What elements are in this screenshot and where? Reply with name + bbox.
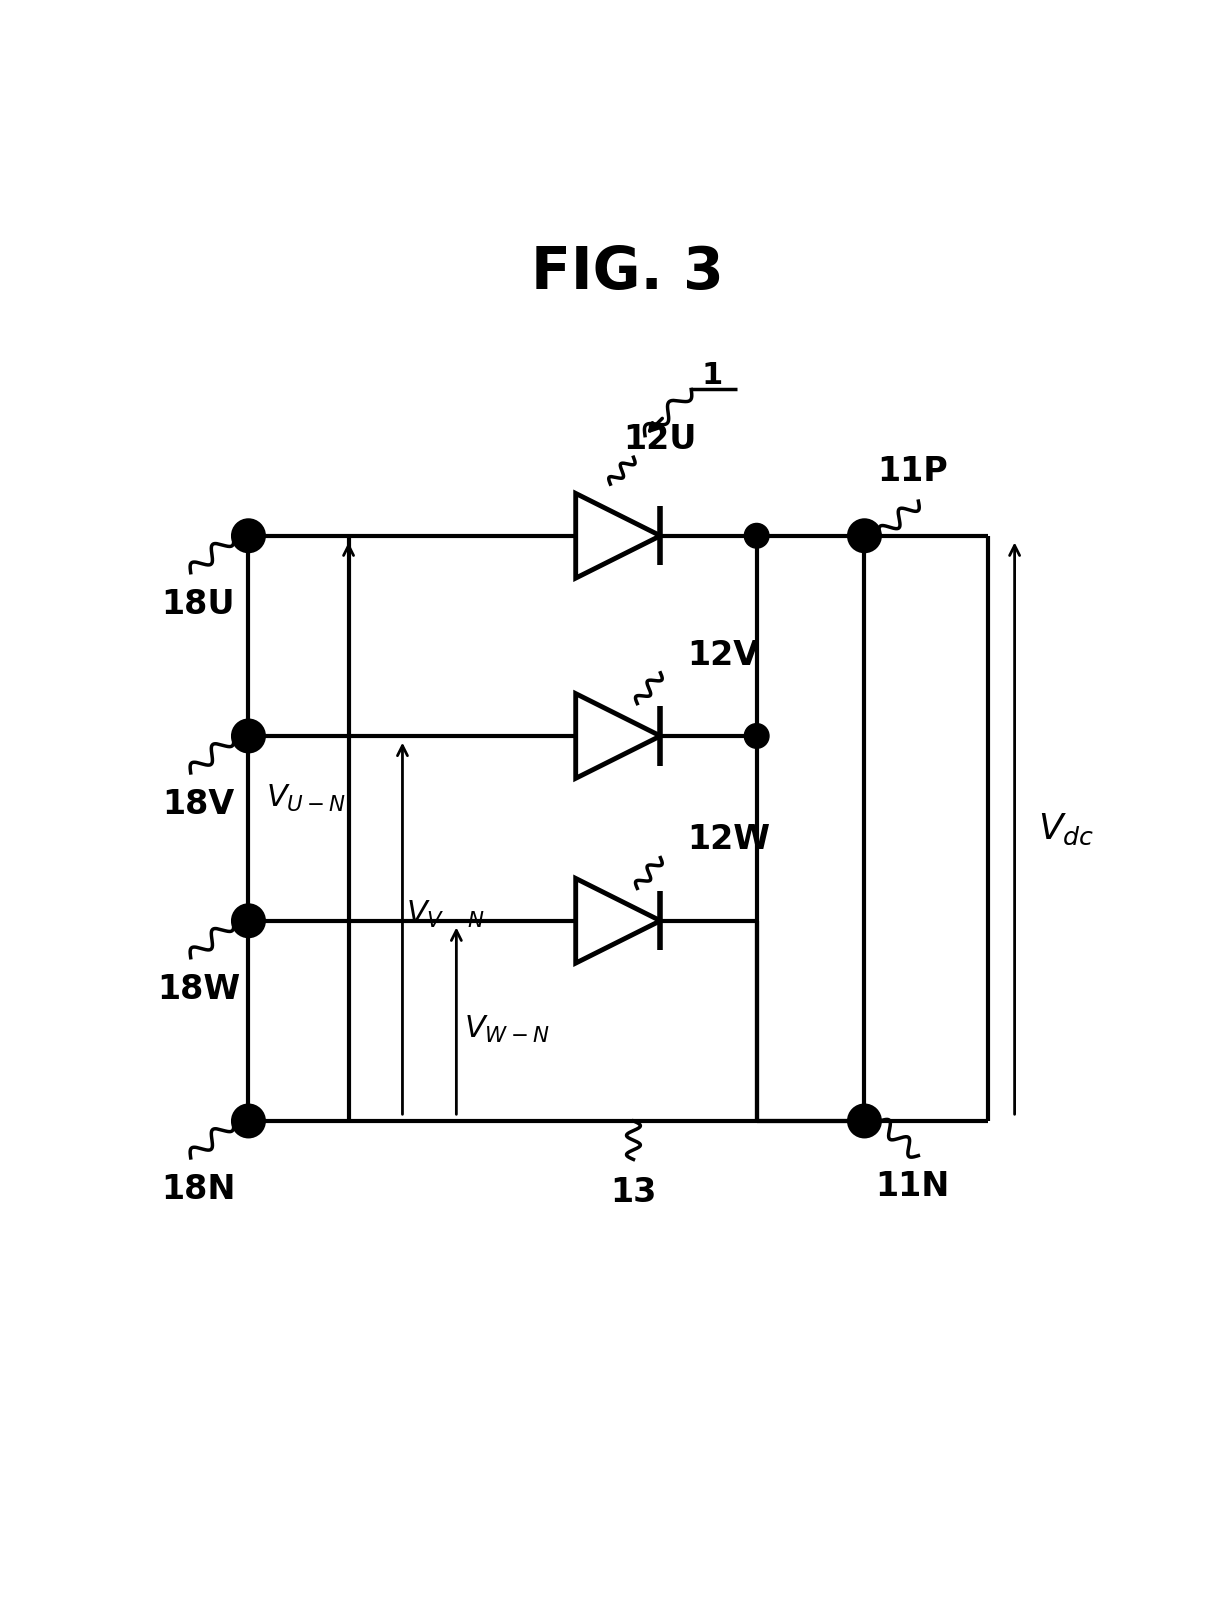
Text: 12U: 12U xyxy=(624,422,698,456)
Circle shape xyxy=(233,906,264,936)
Text: $V_{U-N}$: $V_{U-N}$ xyxy=(266,782,346,813)
Text: $V_{W-N}$: $V_{W-N}$ xyxy=(464,1013,550,1045)
Text: 18U: 18U xyxy=(162,588,235,620)
Circle shape xyxy=(849,521,880,552)
Text: 18N: 18N xyxy=(162,1172,236,1204)
Text: 11N: 11N xyxy=(875,1170,950,1203)
Text: 18V: 18V xyxy=(163,787,235,820)
Text: FIG. 3: FIG. 3 xyxy=(531,243,723,300)
Circle shape xyxy=(744,724,769,748)
Text: $V_{V-N}$: $V_{V-N}$ xyxy=(406,898,486,928)
Circle shape xyxy=(849,1105,880,1136)
Text: $V_{dc}$: $V_{dc}$ xyxy=(1038,812,1094,847)
Text: 12V: 12V xyxy=(688,638,759,670)
Text: 18W: 18W xyxy=(157,972,240,1005)
Circle shape xyxy=(233,721,264,751)
Circle shape xyxy=(233,521,264,552)
Text: 12W: 12W xyxy=(688,823,770,855)
Circle shape xyxy=(744,524,769,549)
Text: 1: 1 xyxy=(701,362,722,390)
Text: 11P: 11P xyxy=(876,454,947,489)
Circle shape xyxy=(233,1105,264,1136)
Text: 13: 13 xyxy=(611,1175,656,1208)
